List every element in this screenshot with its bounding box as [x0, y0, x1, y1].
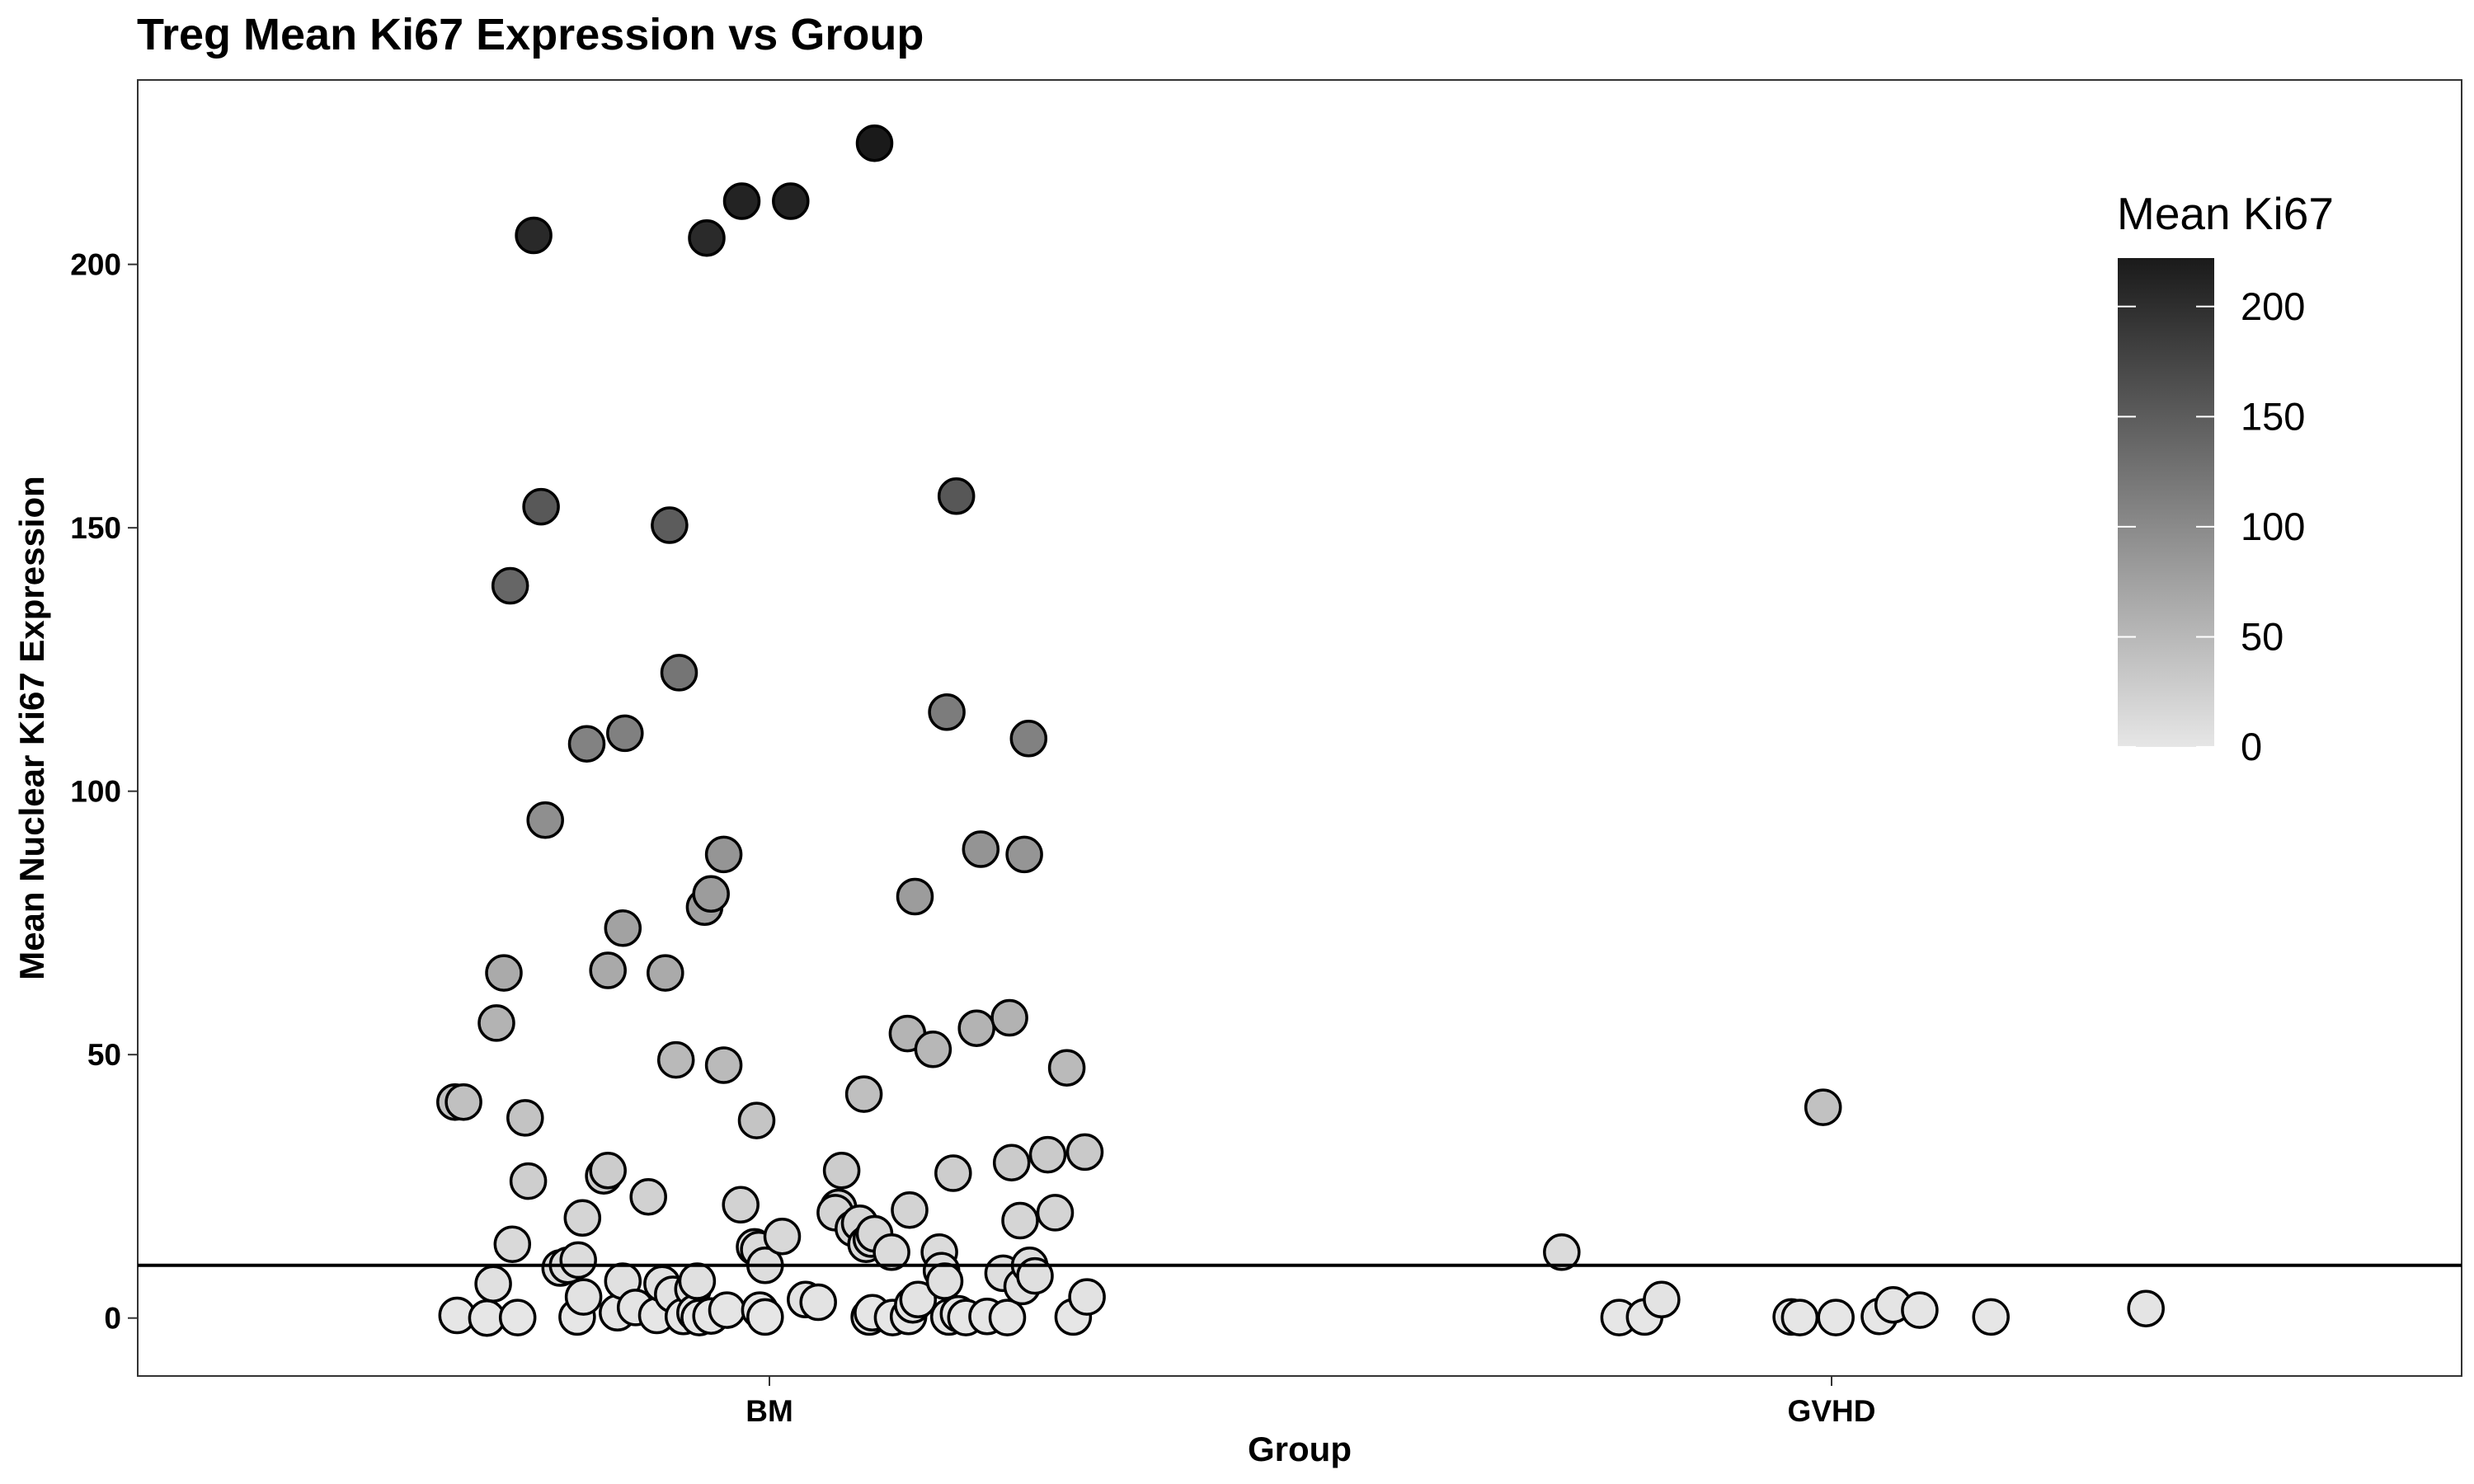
data-point [844, 1075, 883, 1113]
data-point [678, 1262, 717, 1300]
data-point [522, 487, 560, 526]
x-axis: BM GVHD [745, 1376, 1875, 1428]
data-point [589, 951, 627, 989]
y-tick-label: 200 [70, 248, 121, 282]
data-point [822, 1152, 861, 1190]
data-point [491, 566, 529, 605]
data-point [2127, 1289, 2165, 1327]
data-point [1068, 1278, 1106, 1316]
y-tick-label: 50 [87, 1038, 121, 1072]
data-point [567, 725, 606, 763]
x-tick-label: BM [745, 1394, 793, 1428]
data-point [1972, 1298, 2010, 1336]
data-point [1901, 1291, 1939, 1329]
data-point [1047, 1049, 1086, 1087]
data-point [515, 216, 553, 255]
data-point [1005, 835, 1043, 874]
data-point [1543, 1233, 1581, 1271]
legend-tick-label: 200 [2241, 284, 2305, 328]
data-point [704, 835, 743, 874]
data-point [962, 830, 1000, 868]
data-point [444, 1082, 482, 1121]
data-point [1780, 1298, 1819, 1336]
data-point [772, 182, 810, 220]
y-tick-label: 150 [70, 511, 121, 545]
data-point [925, 1262, 964, 1300]
data-point [692, 875, 730, 913]
data-point [992, 1144, 1031, 1181]
data-point [688, 218, 726, 257]
data-point [1817, 1298, 1855, 1336]
data-point [990, 998, 1028, 1037]
data-point [1001, 1201, 1039, 1240]
data-point [937, 477, 976, 515]
x-axis-title: Group [1248, 1430, 1352, 1468]
data-point [474, 1265, 512, 1303]
legend-tick-label: 150 [2241, 394, 2305, 438]
data-point [763, 1217, 802, 1256]
legend-tick-label: 100 [2241, 505, 2305, 548]
data-point [506, 1099, 544, 1137]
points-layer [436, 124, 2165, 1337]
data-point [647, 954, 684, 992]
data-point [722, 1186, 760, 1224]
data-point [493, 1225, 532, 1263]
y-axis: 0 50 100 150 200 [70, 248, 138, 1336]
data-point [737, 1101, 776, 1139]
data-point [526, 801, 564, 839]
data-point [1036, 1194, 1075, 1232]
y-tick-label: 100 [70, 775, 121, 809]
color-legend: Mean Ki67 0 50 100 150 200 [2117, 188, 2334, 768]
plot-panel [137, 79, 2462, 1377]
data-point [957, 1009, 995, 1047]
data-point [1804, 1088, 1842, 1126]
data-point [855, 124, 894, 162]
data-point [746, 1298, 784, 1336]
data-point [988, 1298, 1027, 1336]
legend-tick-label: 50 [2241, 614, 2284, 658]
data-point [498, 1298, 537, 1336]
legend-colorbar [2118, 258, 2214, 747]
data-point [656, 1040, 695, 1079]
data-point [1065, 1133, 1104, 1172]
data-point [891, 1190, 929, 1229]
legend-title: Mean Ki67 [2117, 188, 2334, 239]
data-point [477, 1004, 515, 1042]
data-point [899, 1280, 938, 1319]
data-point [708, 1291, 746, 1329]
y-tick-label: 0 [104, 1302, 121, 1336]
data-point [1009, 720, 1048, 758]
data-point [872, 1233, 910, 1271]
data-point [563, 1199, 602, 1237]
legend-ticks: 0 50 100 150 200 [2118, 284, 2305, 768]
data-point [564, 1278, 603, 1316]
y-axis-title: Mean Nuclear Ki67 Expression [12, 476, 51, 980]
data-point [485, 954, 523, 992]
legend-tick-label: 0 [2241, 725, 2262, 768]
data-point [799, 1283, 837, 1322]
data-point [1028, 1135, 1067, 1174]
data-point [1016, 1256, 1054, 1295]
data-point [604, 909, 642, 947]
data-point [589, 1152, 627, 1190]
data-point [914, 1031, 952, 1068]
data-point [660, 654, 698, 692]
x-tick-label: GVHD [1788, 1394, 1876, 1428]
data-point [509, 1162, 548, 1200]
data-point [606, 714, 644, 753]
data-point [629, 1177, 667, 1216]
chart-title: Treg Mean Ki67 Expression vs Group [137, 10, 924, 59]
data-point [651, 506, 689, 544]
data-point [722, 182, 761, 220]
data-point [934, 1154, 972, 1192]
data-point [928, 693, 966, 731]
data-point [559, 1241, 597, 1280]
data-point [1643, 1280, 1681, 1319]
data-point [896, 877, 934, 916]
data-point [704, 1046, 743, 1084]
